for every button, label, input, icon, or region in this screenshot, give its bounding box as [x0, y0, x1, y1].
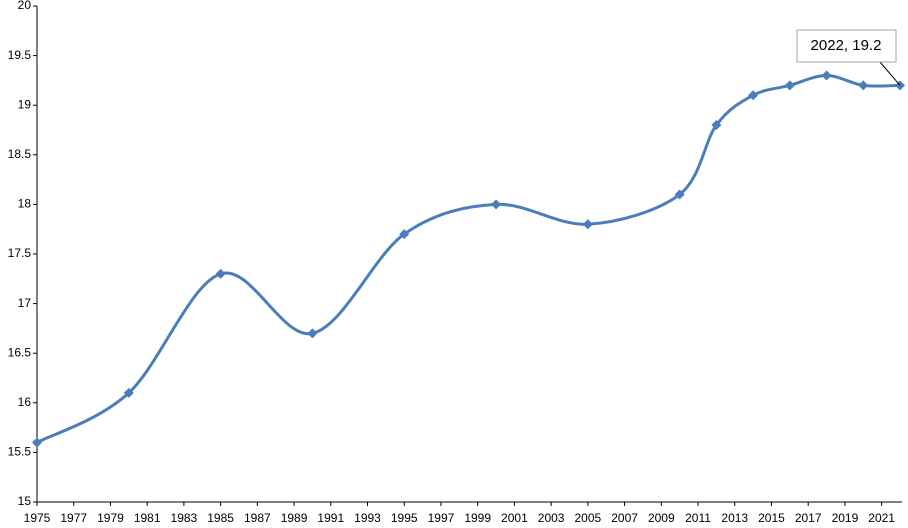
y-tick-label: 18 [18, 197, 32, 211]
marker [307, 328, 318, 339]
y-tick-label: 16.5 [8, 345, 32, 359]
x-tick-label: 1981 [134, 511, 161, 525]
x-tick-label: 2019 [832, 511, 859, 525]
y-tick-label: 19.5 [8, 48, 32, 62]
annotation: 2022, 19.2 [811, 37, 882, 54]
annotation-leader [879, 61, 901, 86]
x-tick-label: 1977 [60, 511, 87, 525]
x-tick-label: 2021 [868, 511, 895, 525]
x-tick-label: 2005 [574, 511, 601, 525]
x-tick-label: 1997 [428, 511, 455, 525]
x-tick-label: 2015 [758, 511, 785, 525]
x-tick-label: 1975 [24, 511, 51, 525]
y-tick-label: 16 [18, 395, 32, 409]
x-tick-label: 2001 [501, 511, 528, 525]
x-tick-label: 2017 [795, 511, 822, 525]
marker [748, 90, 759, 101]
marker [858, 80, 869, 91]
x-tick-label: 1985 [207, 511, 234, 525]
x-tick-label: 1979 [97, 511, 124, 525]
marker [399, 229, 410, 240]
x-tick-label: 1989 [281, 511, 308, 525]
x-tick-label: 2011 [685, 511, 711, 525]
y-tick-label: 15.5 [8, 445, 32, 459]
y-tick-label: 20 [18, 0, 32, 12]
x-tick-label: 2007 [611, 511, 638, 525]
x-tick-label: 2009 [648, 511, 675, 525]
x-tick-label: 1999 [464, 511, 491, 525]
y-tick-label: 18.5 [8, 147, 32, 161]
y-tick-label: 15 [18, 494, 32, 508]
x-tick-label: 2013 [721, 511, 748, 525]
annotation-box [796, 29, 897, 63]
y-tick-label: 17 [18, 296, 32, 310]
x-tick-label: 1991 [317, 511, 344, 525]
x-tick-label: 2003 [538, 511, 565, 525]
marker [674, 189, 685, 200]
marker [784, 80, 795, 91]
marker [582, 219, 593, 230]
line [36, 73, 901, 444]
y-tick-label: 19 [18, 97, 32, 111]
x-tick-label: 1993 [354, 511, 381, 525]
marker [821, 70, 832, 81]
x-tick-label: 1987 [244, 511, 271, 525]
marker [711, 120, 722, 131]
x-tick-label: 1983 [171, 511, 198, 525]
marker [32, 437, 42, 448]
marker [123, 387, 134, 398]
marker [491, 199, 502, 210]
y-tick-label: 17.5 [8, 246, 32, 260]
marker [215, 268, 226, 279]
x-tick-label: 1995 [391, 511, 418, 525]
